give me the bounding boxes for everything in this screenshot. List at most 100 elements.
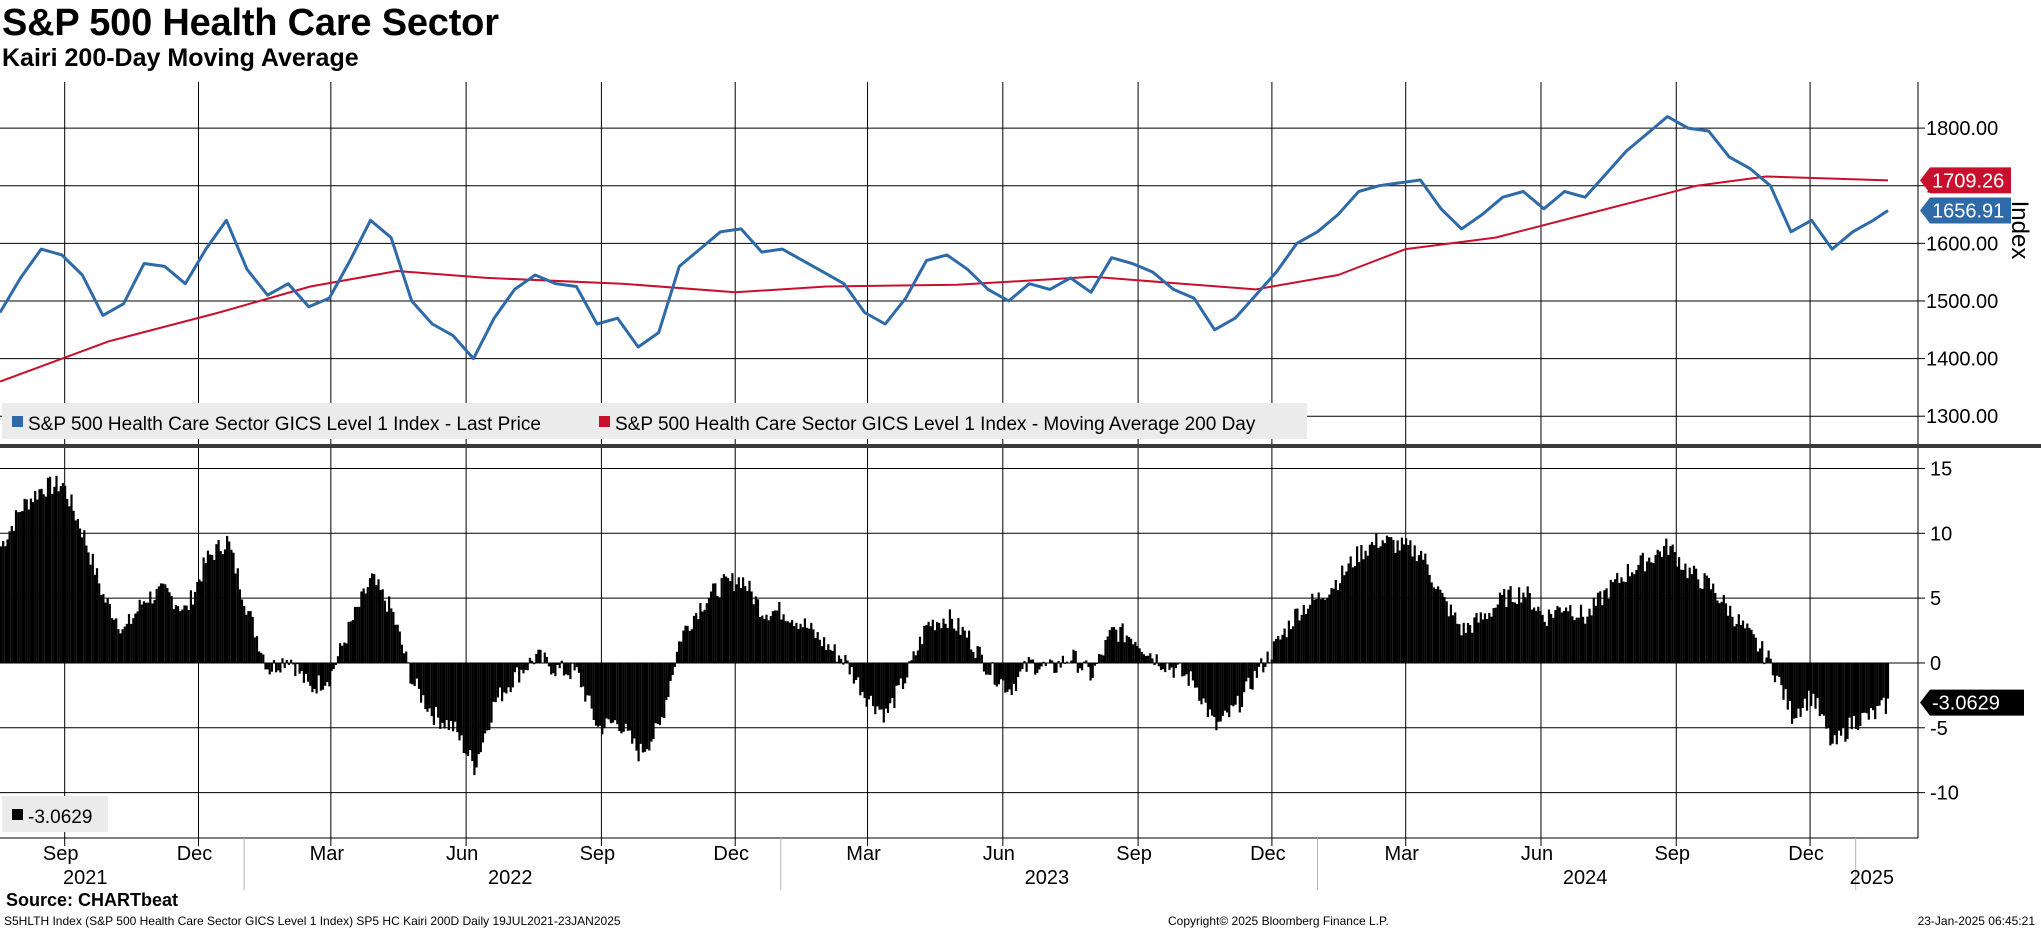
- y-tick-label: -5: [1930, 718, 1948, 740]
- kairi-bar: [522, 663, 525, 674]
- kairi-bar: [616, 663, 619, 725]
- kairi-bar: [358, 606, 361, 663]
- kairi-bar: [1586, 616, 1589, 663]
- kairi-bar: [976, 646, 979, 663]
- kairi-bar: [240, 599, 244, 663]
- kairi-bar: [573, 663, 576, 671]
- kairi-bar: [1198, 663, 1201, 701]
- kairi-bar: [98, 583, 101, 663]
- kairi-bar: [70, 494, 73, 663]
- kairi-bar: [1697, 579, 1700, 663]
- kairi-bar: [1684, 563, 1687, 663]
- kairi-bar: [1654, 554, 1657, 663]
- kairi-bar: [1748, 627, 1751, 663]
- kairi-bar: [1616, 573, 1619, 663]
- kairi-bar: [1223, 663, 1226, 711]
- kairi-bar: [373, 574, 376, 663]
- legend-label: S&P 500 Health Care Sector GICS Level 1 …: [28, 414, 541, 435]
- kairi-bar: [1321, 598, 1325, 663]
- kairi-bar: [539, 649, 542, 663]
- kairi-bar: [929, 626, 932, 663]
- kairi-bar: [228, 541, 231, 663]
- kairi-bar: [1452, 615, 1455, 663]
- kairi-bar: [880, 663, 883, 710]
- kairi-bar: [1430, 582, 1433, 663]
- kairi-bar: [196, 581, 199, 663]
- kairi-bar: [1006, 663, 1009, 692]
- kairi-bar: [417, 663, 421, 689]
- kairi-bar: [793, 626, 796, 663]
- kairi-bar: [1466, 623, 1470, 663]
- kairi-bar: [1445, 601, 1448, 663]
- kairi-bar: [66, 498, 69, 663]
- kairi-bar: [1822, 663, 1826, 716]
- kairi-bar: [1123, 642, 1126, 663]
- kairi-bar: [750, 591, 753, 663]
- kairi-bar: [914, 655, 917, 663]
- kairi-bar: [1876, 663, 1879, 706]
- kairi-bar: [1778, 663, 1781, 677]
- kairi-bar: [78, 528, 82, 663]
- kairi-last-label: -3.0629: [1932, 693, 2000, 715]
- kairi-bar: [876, 663, 879, 707]
- kairi-bar: [1132, 644, 1135, 663]
- kairi-bar: [1475, 613, 1478, 663]
- kairi-bar: [671, 663, 674, 676]
- kairi-bar: [1522, 592, 1525, 663]
- kairi-bar: [940, 628, 943, 663]
- kairi-bar: [1447, 616, 1450, 663]
- kairi-bar: [1443, 597, 1446, 663]
- kairi-bar: [1042, 661, 1045, 663]
- kairi-bar: [149, 591, 152, 663]
- kairi-legend-label: -3.0629: [28, 807, 92, 828]
- kairi-bar: [1396, 540, 1399, 663]
- kairi-bar: [1087, 663, 1090, 668]
- kairi-bar: [1268, 662, 1271, 663]
- kairi-bar: [283, 663, 286, 668]
- kairi-bar: [1051, 660, 1054, 663]
- kairi-bar: [820, 646, 824, 663]
- kairi-bar: [498, 663, 502, 688]
- kairi-bar: [669, 663, 672, 681]
- kairi-bar: [746, 590, 749, 663]
- kairi-bar: [692, 615, 696, 663]
- kairi-bar: [1637, 564, 1640, 663]
- kairi-bar: [302, 663, 305, 683]
- kairi-bar: [699, 603, 702, 663]
- kairi-bar: [829, 649, 832, 663]
- kairi-bar: [1505, 607, 1508, 663]
- kairi-bar: [484, 663, 487, 734]
- kairi-bar: [1820, 663, 1823, 715]
- kairi-bar: [1673, 552, 1676, 663]
- kairi-bar: [1524, 597, 1527, 663]
- kairi-bar: [437, 663, 440, 718]
- kairi-bar: [1281, 634, 1284, 663]
- kairi-bar: [893, 663, 896, 709]
- kairi-bar: [1172, 663, 1175, 678]
- kairi-bar: [1579, 604, 1583, 663]
- kairi-bar: [59, 486, 62, 663]
- kairi-bar: [313, 663, 316, 689]
- kairi-bar: [19, 511, 22, 663]
- kairi-bar: [1356, 546, 1359, 663]
- kairi-bar: [1185, 663, 1188, 675]
- kairi-bar: [995, 663, 998, 687]
- kairi-bar: [631, 663, 634, 744]
- kairi-bar: [857, 663, 860, 678]
- kairi-bar: [366, 587, 369, 663]
- kairi-bar: [1716, 600, 1719, 663]
- kairi-bar: [889, 663, 892, 704]
- kairi-bar: [550, 663, 553, 675]
- kairi-bar: [567, 663, 570, 676]
- kairi-bar: [155, 588, 158, 663]
- kairi-bar: [1057, 661, 1060, 663]
- kairi-bar: [1552, 617, 1555, 663]
- kairi-bar: [1138, 648, 1141, 663]
- kairi-bar: [1652, 563, 1655, 663]
- kairi-bar: [614, 663, 617, 721]
- kairi-bar: [0, 546, 3, 663]
- kairi-bar: [961, 626, 964, 663]
- kairi-bar: [773, 610, 777, 663]
- kairi-bar: [1162, 663, 1165, 670]
- ma-line: [0, 175, 1889, 383]
